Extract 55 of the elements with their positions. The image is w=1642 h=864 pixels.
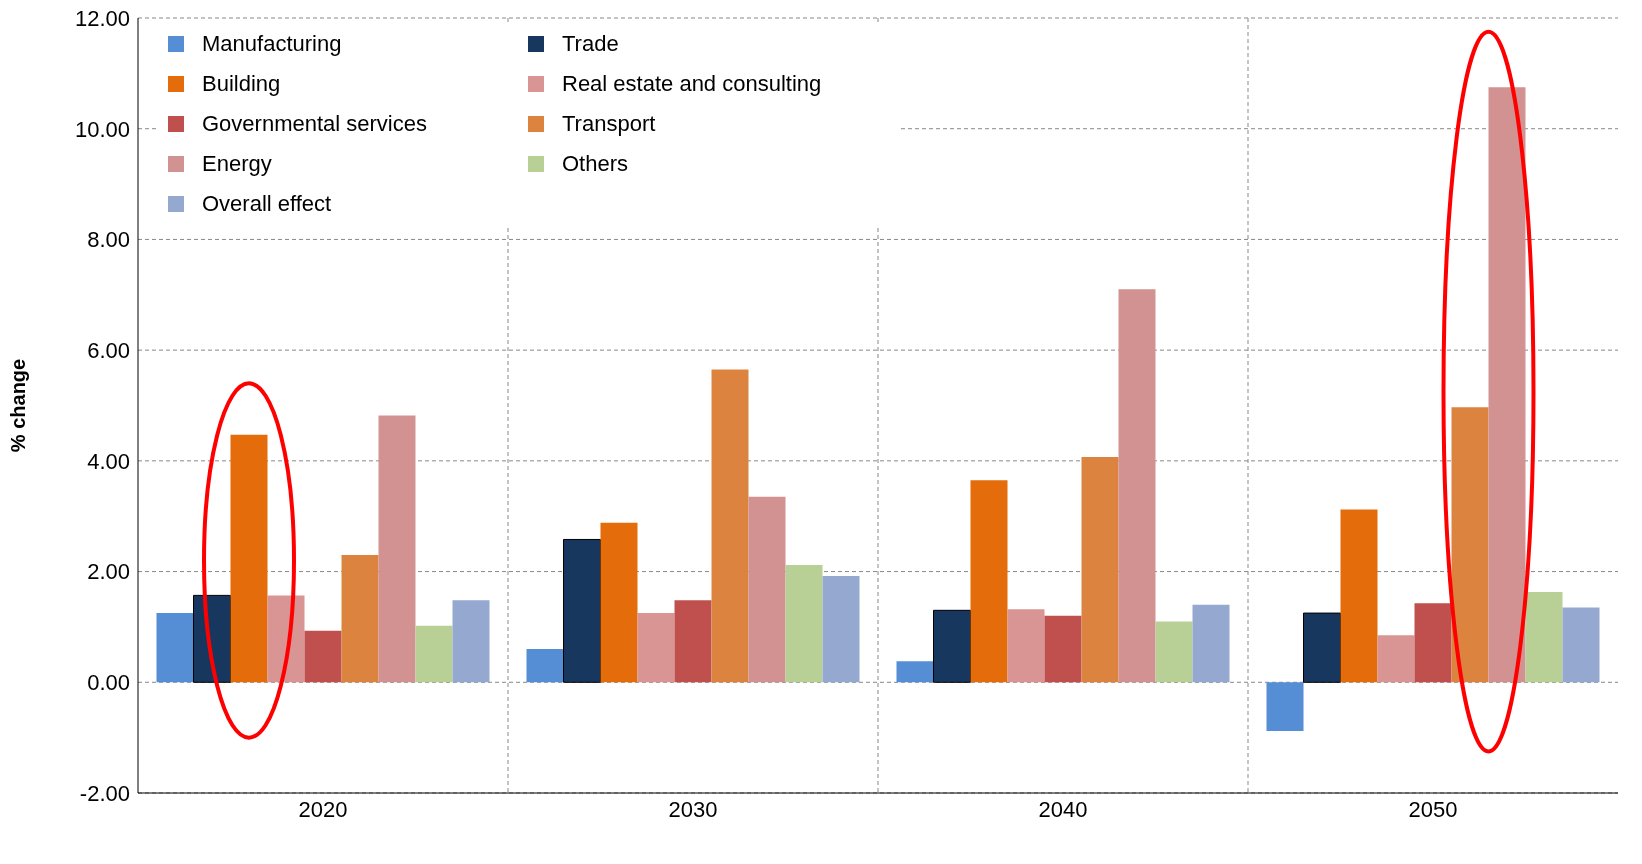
bar xyxy=(1562,607,1600,683)
y-axis-title: % change xyxy=(7,358,30,453)
bar xyxy=(600,522,638,683)
bar xyxy=(304,630,342,683)
bar xyxy=(1192,604,1230,683)
y-tick-label: 8.00 xyxy=(87,227,130,253)
y-tick-label: 10.00 xyxy=(74,116,130,142)
bar xyxy=(378,415,416,683)
bar xyxy=(933,609,971,683)
bar xyxy=(1377,635,1415,683)
x-tick-label: 2030 xyxy=(668,796,718,822)
legend-label: Governmental services xyxy=(202,111,427,137)
legend-label: Overall effect xyxy=(202,191,332,217)
bar xyxy=(341,554,379,683)
bar xyxy=(415,625,453,683)
bar xyxy=(711,369,749,683)
bar xyxy=(785,564,823,683)
bar xyxy=(1266,682,1304,731)
y-tick-label: 12.00 xyxy=(74,5,130,31)
bar xyxy=(1340,509,1378,683)
bar xyxy=(970,480,1008,683)
legend-label: Others xyxy=(562,151,629,177)
bar xyxy=(1451,407,1489,683)
bar xyxy=(1118,289,1156,683)
bar xyxy=(1155,621,1193,683)
bar xyxy=(1303,612,1341,683)
bar xyxy=(637,613,675,683)
y-tick-label: 4.00 xyxy=(87,448,130,474)
y-tick-label: 0.00 xyxy=(87,670,130,696)
legend-label: Transport xyxy=(562,111,656,137)
bar xyxy=(452,600,490,683)
y-tick-label: 2.00 xyxy=(87,559,130,585)
bar xyxy=(1044,615,1082,683)
legend-label: Manufacturing xyxy=(202,31,342,57)
legend-label: Real estate and consulting xyxy=(562,71,822,97)
bar xyxy=(230,434,268,683)
y-tick-label: 6.00 xyxy=(87,337,130,363)
x-tick-label: 2050 xyxy=(1408,796,1458,822)
legend-label: Energy xyxy=(202,151,272,177)
x-tick-label: 2040 xyxy=(1038,796,1088,822)
bar xyxy=(822,576,860,683)
bar xyxy=(563,538,601,683)
bar xyxy=(156,613,194,683)
bar xyxy=(1007,609,1045,683)
bar xyxy=(1414,603,1452,683)
bar xyxy=(1081,456,1119,683)
bar xyxy=(1525,592,1563,683)
x-tick-label: 2020 xyxy=(298,796,348,822)
y-tick-label: -2.00 xyxy=(79,780,130,806)
bar xyxy=(748,496,786,683)
bar xyxy=(526,649,564,683)
legend-label: Building xyxy=(202,71,281,97)
bar xyxy=(674,600,712,683)
legend-label: Trade xyxy=(562,31,619,57)
bar xyxy=(896,661,934,683)
